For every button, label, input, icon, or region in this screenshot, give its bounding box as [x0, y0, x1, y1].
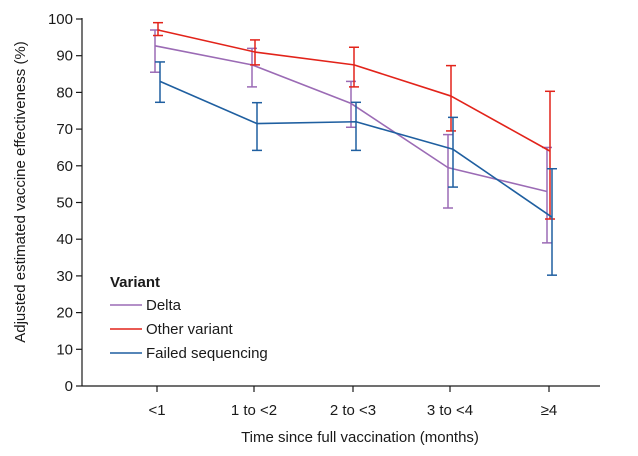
y-axis-label: Adjusted estimated vaccine effectiveness…: [12, 41, 29, 343]
legend-label: Delta: [146, 297, 182, 314]
y-tick-label: 80: [56, 84, 73, 101]
x-tick-label: <1: [148, 402, 165, 419]
x-axis: <1 1 to <2 2 to <3 3 to <4 ≥4: [82, 385, 600, 419]
error-bar: [545, 90, 555, 220]
x-tick-label: 3 to <4: [427, 402, 473, 419]
error-bar: [252, 101, 262, 152]
error-bar: [547, 167, 557, 276]
legend-item: Delta: [110, 297, 182, 314]
error-bar: [153, 21, 163, 37]
y-axis: 0 10 20 30 40 50 60 70 80 90 100: [48, 11, 83, 395]
error-bar: [448, 116, 458, 188]
error-bar: [446, 64, 456, 132]
y-tick-label: 20: [56, 305, 73, 322]
error-bar: [351, 101, 361, 152]
legend-label: Other variant: [146, 321, 234, 338]
error-bar: [150, 29, 160, 73]
y-tick-label: 0: [65, 378, 73, 395]
legend: Variant Delta Other variant Failed sequenci…: [110, 274, 268, 362]
error-bar: [443, 133, 453, 209]
error-bar: [250, 39, 260, 66]
error-bar: [155, 61, 165, 104]
y-tick-label: 70: [56, 121, 73, 138]
series-layer: [150, 21, 557, 276]
x-tick-label: 2 to <3: [330, 402, 376, 419]
legend-title: Variant: [110, 274, 160, 291]
legend-label: Failed sequencing: [146, 345, 268, 362]
error-bar: [346, 80, 356, 129]
x-tick-label: ≥4: [541, 402, 558, 419]
x-axis-label: Time since full vaccination (months): [241, 429, 479, 446]
series-delta: [150, 29, 552, 244]
legend-item: Failed sequencing: [110, 345, 268, 362]
error-bar: [349, 46, 359, 88]
y-tick-label: 40: [56, 231, 73, 248]
y-tick-label: 30: [56, 268, 73, 285]
series-other-variant: [153, 21, 555, 220]
x-tick-label: 1 to <2: [231, 402, 277, 419]
y-tick-label: 50: [56, 195, 73, 212]
legend-item: Other variant: [110, 321, 234, 338]
series-failed-sequencing: [155, 61, 557, 276]
y-tick-label: 10: [56, 341, 73, 358]
y-tick-label: 100: [48, 11, 73, 28]
y-tick-label: 60: [56, 158, 73, 175]
y-tick-label: 90: [56, 48, 73, 65]
